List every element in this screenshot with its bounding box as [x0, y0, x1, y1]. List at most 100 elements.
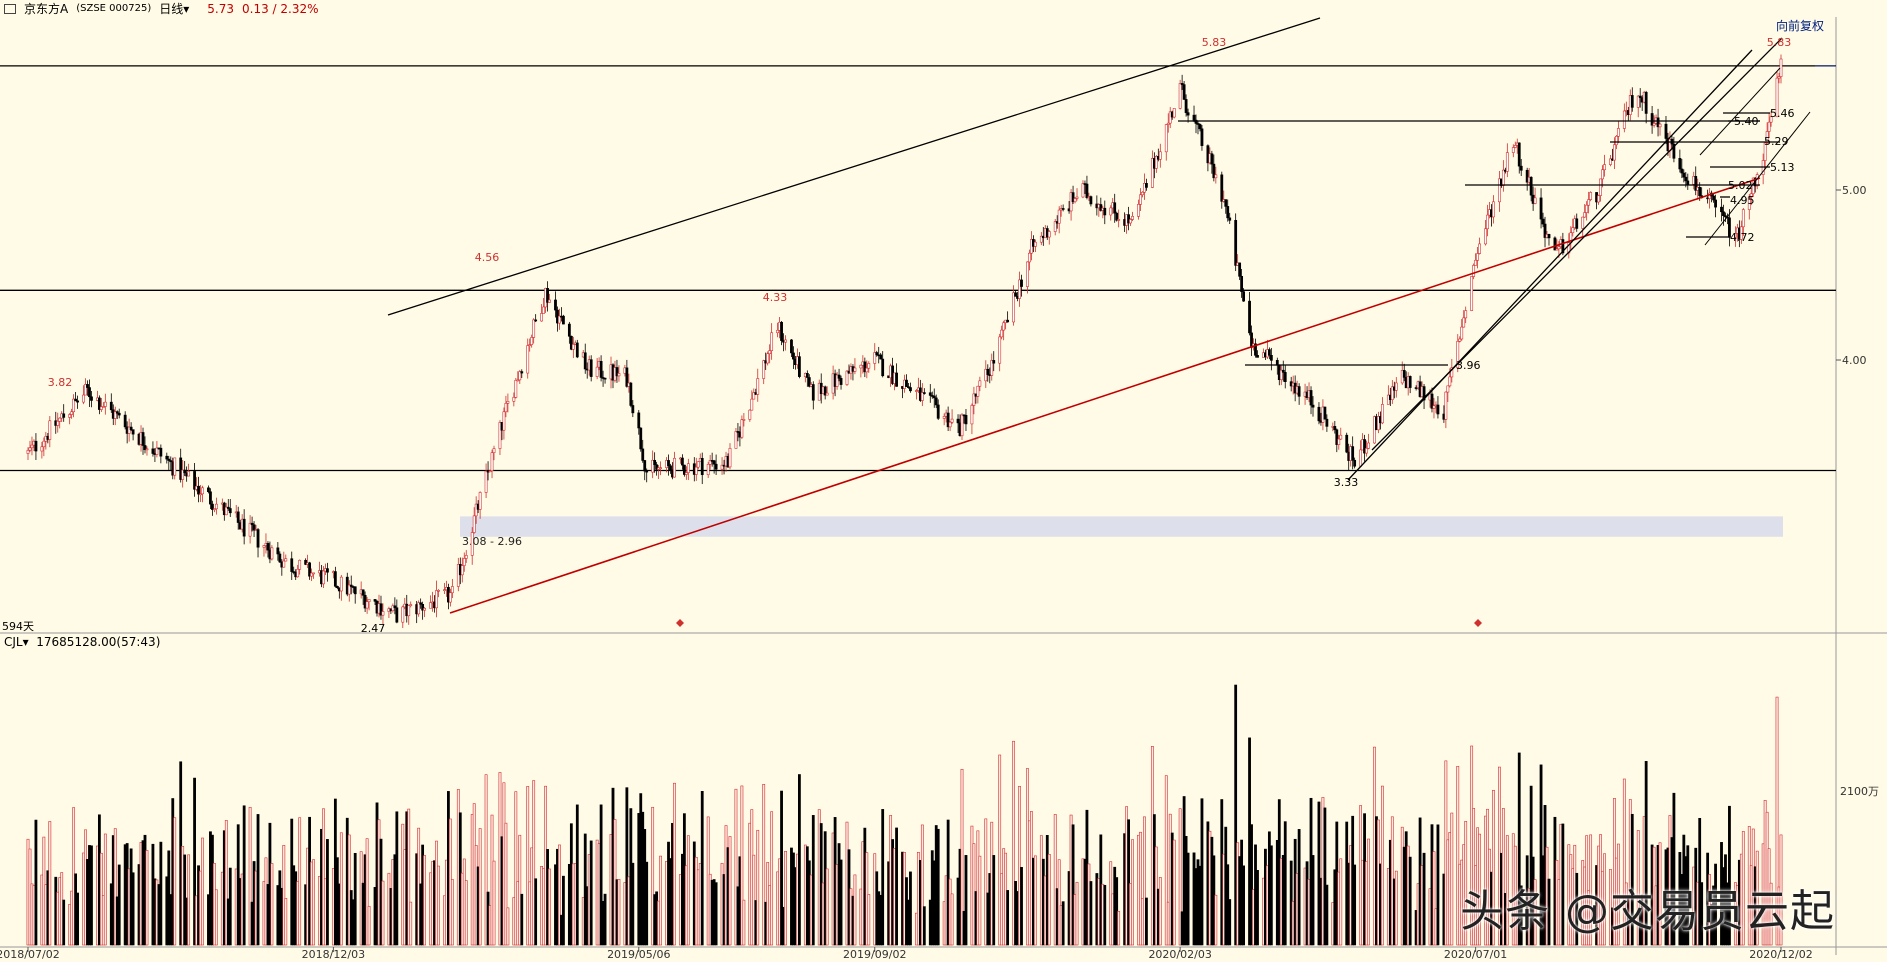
candle-body [641, 448, 645, 461]
volume-bar [1311, 855, 1315, 946]
volume-bar [756, 829, 760, 946]
candle-body [1242, 291, 1245, 302]
volume-bar [1775, 696, 1779, 946]
candle-body [1775, 77, 1779, 118]
stock-icon [4, 3, 16, 14]
candle-body [1226, 206, 1230, 219]
candle-body [429, 602, 432, 609]
candle-body [226, 506, 230, 509]
candle-body [349, 584, 353, 587]
y-tick-label: 5.00 [1842, 184, 1867, 197]
candle-body [1763, 142, 1767, 161]
candle-body [571, 344, 575, 350]
peak-label: 4.56 [475, 251, 500, 264]
candle-body [1458, 338, 1462, 342]
volume-bar [1561, 823, 1565, 946]
volume-bar [117, 864, 121, 946]
candle-body [155, 447, 159, 455]
candle-body [934, 397, 938, 406]
candle-body [1777, 76, 1781, 79]
volume-indicator-label[interactable]: CJL▾ 17685128.00(57:43) [4, 635, 161, 649]
candle-body [784, 339, 787, 343]
candle-body [655, 464, 659, 470]
candle-body [1749, 193, 1753, 198]
candle-body [197, 485, 200, 495]
volume-bar [673, 782, 676, 946]
candle-body [540, 313, 544, 322]
candle-body [361, 589, 365, 596]
candle-body [1557, 246, 1561, 250]
candle-body [1720, 206, 1723, 213]
adjust-button[interactable]: 向前复权 [1776, 19, 1825, 33]
x-tick-label: 2019/09/02 [843, 948, 906, 961]
candle-body [1498, 178, 1501, 203]
candle-body [1501, 169, 1505, 186]
candle-body [682, 464, 686, 475]
volume-bar [1609, 869, 1612, 946]
candle-body [546, 288, 549, 303]
candle-body [530, 337, 534, 345]
candle-body [1214, 174, 1218, 179]
candle-body [127, 426, 131, 434]
candle-body [1228, 217, 1232, 221]
candle-body [696, 461, 700, 468]
candle-body [748, 409, 752, 420]
volume-bar [193, 777, 196, 946]
candle-body [881, 358, 885, 377]
volume-bar [1158, 877, 1162, 946]
volume-bar [76, 892, 79, 946]
candle-body [770, 332, 774, 351]
volume-bar [228, 867, 232, 946]
candle-body [1196, 123, 1200, 125]
candle-body [502, 411, 506, 431]
candle-body [335, 586, 339, 589]
candle-body [1089, 196, 1093, 205]
volume-bar [367, 905, 371, 946]
candle-body [1115, 212, 1119, 221]
candle-body [296, 568, 300, 578]
candle-body [518, 371, 522, 381]
candle-body [1311, 404, 1315, 408]
volume-bar [339, 832, 343, 946]
candle-body [805, 373, 809, 378]
candle-body [742, 419, 746, 421]
candle-body [1747, 196, 1751, 210]
volume-bar [506, 907, 510, 946]
peak-label: 3.82 [48, 376, 73, 389]
candle-body [276, 547, 280, 555]
candle-body [199, 493, 202, 496]
candle-body [750, 398, 754, 411]
volume-bar [1533, 879, 1537, 946]
candle-body [512, 397, 516, 402]
candle-body [435, 590, 438, 609]
candle-body [1039, 235, 1043, 243]
candle-body [766, 353, 770, 364]
peak-label: 5.83 [1767, 36, 1792, 49]
level-label: 4.72 [1730, 231, 1755, 244]
candle-body [1224, 199, 1228, 207]
volume-bar [1131, 839, 1134, 946]
candle-body [68, 414, 72, 418]
candle-body [1234, 220, 1238, 266]
peak-label: 4.33 [763, 291, 788, 304]
volume-bar [1644, 761, 1648, 946]
candle-body [478, 492, 482, 510]
period-selector[interactable]: 日线▾ [159, 2, 190, 16]
candle-body [948, 421, 952, 428]
candle-body [1656, 117, 1660, 128]
volume-bar [347, 834, 351, 946]
candle-body [1047, 231, 1051, 238]
volume-bar [651, 806, 655, 946]
candle-body [548, 299, 551, 303]
candle-body [569, 335, 573, 350]
volume-bar [1700, 882, 1704, 946]
candle-body [528, 344, 532, 346]
volume-bar [1728, 805, 1731, 946]
volume-bar [270, 863, 274, 946]
candle-body [706, 464, 710, 476]
candle-body [1365, 448, 1368, 454]
volume-bar [1450, 812, 1454, 946]
candle-body [228, 508, 232, 514]
candle-body [1254, 343, 1257, 356]
